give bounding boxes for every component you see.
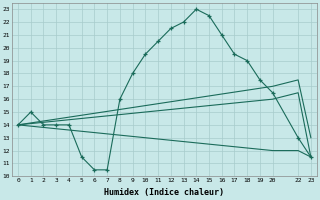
- X-axis label: Humidex (Indice chaleur): Humidex (Indice chaleur): [104, 188, 224, 197]
